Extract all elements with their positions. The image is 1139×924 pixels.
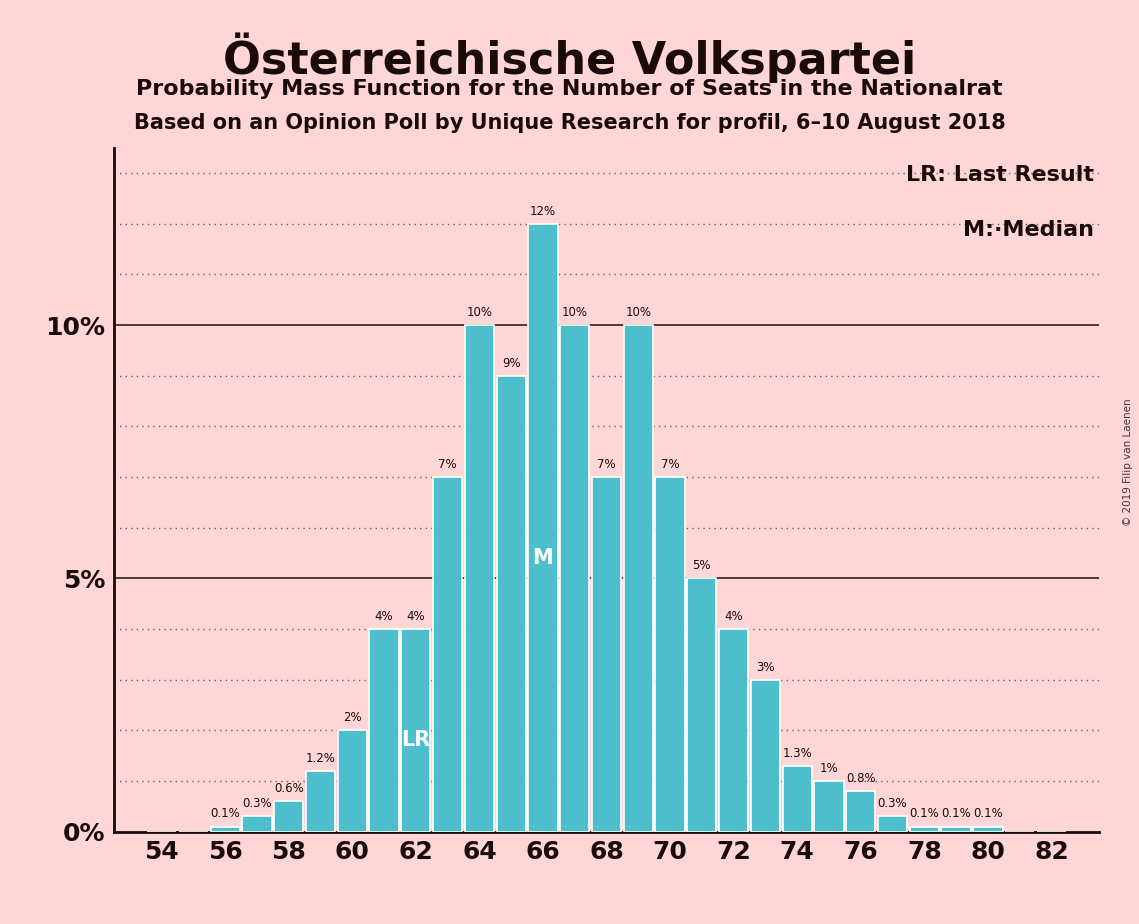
- Text: Probability Mass Function for the Number of Seats in the Nationalrat: Probability Mass Function for the Number…: [137, 79, 1002, 99]
- Text: 0.8%: 0.8%: [846, 772, 876, 785]
- Text: 10%: 10%: [466, 306, 492, 319]
- Text: 0.1%: 0.1%: [211, 808, 240, 821]
- Bar: [337, 730, 367, 832]
- Bar: [782, 766, 812, 832]
- Bar: [942, 827, 970, 832]
- Bar: [751, 680, 780, 832]
- Bar: [910, 827, 939, 832]
- Bar: [592, 477, 621, 832]
- Text: 7%: 7%: [597, 458, 616, 471]
- Bar: [878, 817, 907, 832]
- Text: LR: LR: [401, 731, 431, 750]
- Text: 10%: 10%: [562, 306, 588, 319]
- Bar: [846, 791, 876, 832]
- Text: 1%: 1%: [820, 762, 838, 775]
- Text: 2%: 2%: [343, 711, 361, 724]
- Bar: [465, 325, 494, 832]
- Bar: [433, 477, 462, 832]
- Text: LR: Last Result: LR: Last Result: [907, 165, 1095, 185]
- Text: 0.3%: 0.3%: [878, 797, 908, 810]
- Bar: [687, 578, 716, 832]
- Bar: [560, 325, 589, 832]
- Text: 9%: 9%: [502, 357, 521, 370]
- Text: M: M: [533, 548, 554, 568]
- Bar: [211, 827, 239, 832]
- Bar: [624, 325, 653, 832]
- Bar: [528, 224, 558, 832]
- Text: 1.2%: 1.2%: [305, 752, 335, 765]
- Text: 4%: 4%: [724, 610, 743, 623]
- Text: 4%: 4%: [407, 610, 425, 623]
- Text: 1.3%: 1.3%: [782, 747, 812, 760]
- Text: 0.1%: 0.1%: [973, 808, 1002, 821]
- Bar: [274, 801, 303, 832]
- Text: M:·Median: M:·Median: [964, 220, 1095, 239]
- Text: 0.1%: 0.1%: [909, 808, 940, 821]
- Text: Österreichische Volkspartei: Österreichische Volkspartei: [223, 32, 916, 83]
- Bar: [369, 629, 399, 832]
- Text: 7%: 7%: [439, 458, 457, 471]
- Text: 0.3%: 0.3%: [243, 797, 272, 810]
- Bar: [974, 827, 1002, 832]
- Text: 5%: 5%: [693, 559, 711, 572]
- Text: 3%: 3%: [756, 661, 775, 674]
- Text: 0.6%: 0.6%: [273, 782, 304, 796]
- Text: 4%: 4%: [375, 610, 393, 623]
- Text: 10%: 10%: [625, 306, 652, 319]
- Bar: [243, 817, 271, 832]
- Text: 12%: 12%: [530, 205, 556, 218]
- Bar: [306, 771, 335, 832]
- Bar: [719, 629, 748, 832]
- Text: Based on an Opinion Poll by Unique Research for profil, 6–10 August 2018: Based on an Opinion Poll by Unique Resea…: [133, 113, 1006, 133]
- Bar: [497, 376, 526, 832]
- Bar: [655, 477, 685, 832]
- Text: © 2019 Filip van Laenen: © 2019 Filip van Laenen: [1123, 398, 1133, 526]
- Bar: [401, 629, 431, 832]
- Text: 0.1%: 0.1%: [941, 808, 970, 821]
- Bar: [814, 781, 844, 832]
- Text: 7%: 7%: [661, 458, 679, 471]
